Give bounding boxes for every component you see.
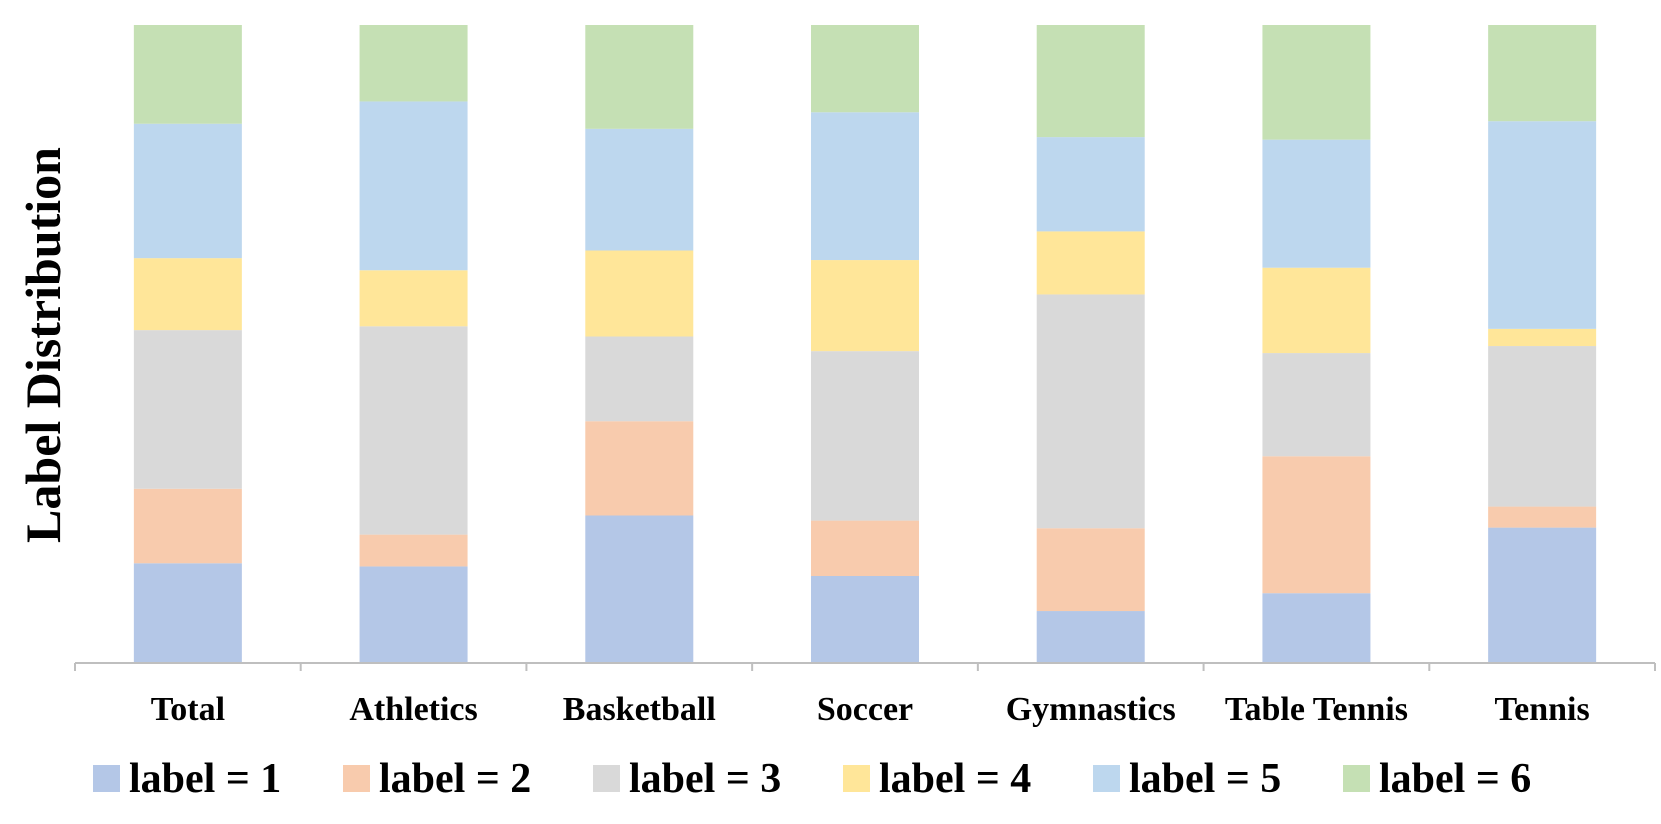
bar-segment-athletics-label-1 bbox=[359, 566, 468, 662]
bar-segment-basketball-label-2 bbox=[585, 421, 694, 516]
bar-segment-athletics-label-4 bbox=[359, 270, 468, 327]
legend-swatch bbox=[593, 765, 620, 792]
x-tick-label: Total bbox=[151, 691, 225, 728]
bar-segment-soccer-label-2 bbox=[811, 520, 919, 577]
bar-segment-gymnastics-label-3 bbox=[1036, 294, 1145, 529]
bar-segment-total-label-6 bbox=[133, 25, 242, 124]
x-tick-label: Tennis bbox=[1495, 691, 1590, 728]
bar-segment-soccer-label-5 bbox=[811, 112, 919, 261]
x-tick-label: Gymnastics bbox=[1006, 691, 1176, 728]
bar-stack-gymnastics bbox=[1036, 25, 1145, 662]
legend-label: label = 3 bbox=[629, 756, 781, 802]
legend-label: label = 5 bbox=[1129, 756, 1281, 802]
bar-segment-gymnastics-label-5 bbox=[1036, 137, 1145, 232]
bar-segment-soccer-label-1 bbox=[811, 576, 919, 662]
bar-segment-basketball-label-4 bbox=[585, 250, 694, 337]
legend: label = 1 label = 2 label = 3 label = 4 labe… bbox=[93, 756, 1531, 802]
legend-label: label = 6 bbox=[1379, 756, 1531, 802]
bar-stack-soccer bbox=[811, 25, 919, 662]
bar-segment-basketball-label-3 bbox=[585, 336, 694, 422]
x-tick-labels: Total Athletics Basketball Soccer Gymnastics… bbox=[151, 691, 1590, 728]
bar-stack-athletics bbox=[359, 25, 468, 662]
legend-label: label = 4 bbox=[879, 756, 1031, 802]
bar-stack-table-tennis bbox=[1262, 25, 1371, 662]
bar-segment-basketball-label-6 bbox=[585, 25, 694, 129]
bar-segment-gymnastics-label-2 bbox=[1036, 528, 1145, 612]
bar-segment-soccer-label-4 bbox=[811, 260, 919, 352]
bars bbox=[133, 25, 1597, 662]
legend-item-label-6: label = 6 bbox=[1343, 756, 1531, 802]
bar-segment-gymnastics-label-6 bbox=[1036, 25, 1145, 138]
bar-segment-total-label-3 bbox=[133, 330, 242, 489]
bar-segment-athletics-label-3 bbox=[359, 326, 468, 535]
legend-swatch bbox=[843, 765, 870, 792]
bar-segment-athletics-label-5 bbox=[359, 101, 468, 271]
bar-segment-table-tennis-label-6 bbox=[1262, 25, 1371, 140]
x-tick-label: Table Tennis bbox=[1225, 691, 1408, 728]
legend-label: label = 2 bbox=[379, 756, 531, 802]
bar-segment-soccer-label-3 bbox=[811, 351, 919, 521]
bar-segment-table-tennis-label-5 bbox=[1262, 139, 1371, 268]
legend-swatch bbox=[93, 765, 120, 792]
legend-swatch bbox=[343, 765, 370, 792]
bar-segment-basketball-label-5 bbox=[585, 128, 694, 251]
bar-segment-table-tennis-label-4 bbox=[1262, 267, 1371, 354]
bar-segment-total-label-2 bbox=[133, 488, 242, 564]
bar-stack-total bbox=[133, 25, 242, 662]
bar-segment-athletics-label-6 bbox=[359, 25, 468, 102]
legend-item-label-4: label = 4 bbox=[843, 756, 1031, 802]
bar-stack-tennis bbox=[1488, 25, 1597, 662]
legend-swatch bbox=[1343, 765, 1370, 792]
bar-segment-tennis-label-5 bbox=[1488, 121, 1597, 329]
x-tick-label: Athletics bbox=[349, 691, 477, 728]
y-axis-label: Label Distribution bbox=[15, 147, 71, 543]
bar-segment-table-tennis-label-1 bbox=[1262, 593, 1371, 662]
bar-segment-tennis-label-6 bbox=[1488, 25, 1597, 122]
bar-segment-table-tennis-label-2 bbox=[1262, 456, 1371, 594]
bar-segment-basketball-label-1 bbox=[585, 515, 694, 662]
x-tick-label: Soccer bbox=[817, 691, 913, 728]
bar-segment-tennis-label-2 bbox=[1488, 506, 1597, 528]
bar-segment-total-label-4 bbox=[133, 258, 242, 331]
bar-segment-tennis-label-3 bbox=[1488, 346, 1597, 507]
legend-item-label-2: label = 2 bbox=[343, 756, 531, 802]
legend-item-label-3: label = 3 bbox=[593, 756, 781, 802]
bar-segment-total-label-5 bbox=[133, 123, 242, 259]
legend-item-label-5: label = 5 bbox=[1093, 756, 1281, 802]
bar-stack-basketball bbox=[585, 25, 694, 662]
bar-segment-total-label-1 bbox=[133, 563, 242, 662]
legend-label: label = 1 bbox=[129, 756, 281, 802]
legend-swatch bbox=[1093, 765, 1120, 792]
bar-segment-table-tennis-label-3 bbox=[1262, 353, 1371, 457]
legend-item-label-1: label = 1 bbox=[93, 756, 281, 802]
x-tick-label: Basketball bbox=[563, 691, 716, 728]
bar-segment-tennis-label-1 bbox=[1488, 527, 1597, 662]
x-axis bbox=[74, 662, 1656, 671]
bar-segment-gymnastics-label-1 bbox=[1036, 611, 1145, 662]
bar-segment-gymnastics-label-4 bbox=[1036, 231, 1145, 295]
bar-segment-soccer-label-6 bbox=[811, 25, 919, 113]
bar-segment-tennis-label-4 bbox=[1488, 328, 1597, 347]
bar-segment-athletics-label-2 bbox=[359, 534, 468, 567]
